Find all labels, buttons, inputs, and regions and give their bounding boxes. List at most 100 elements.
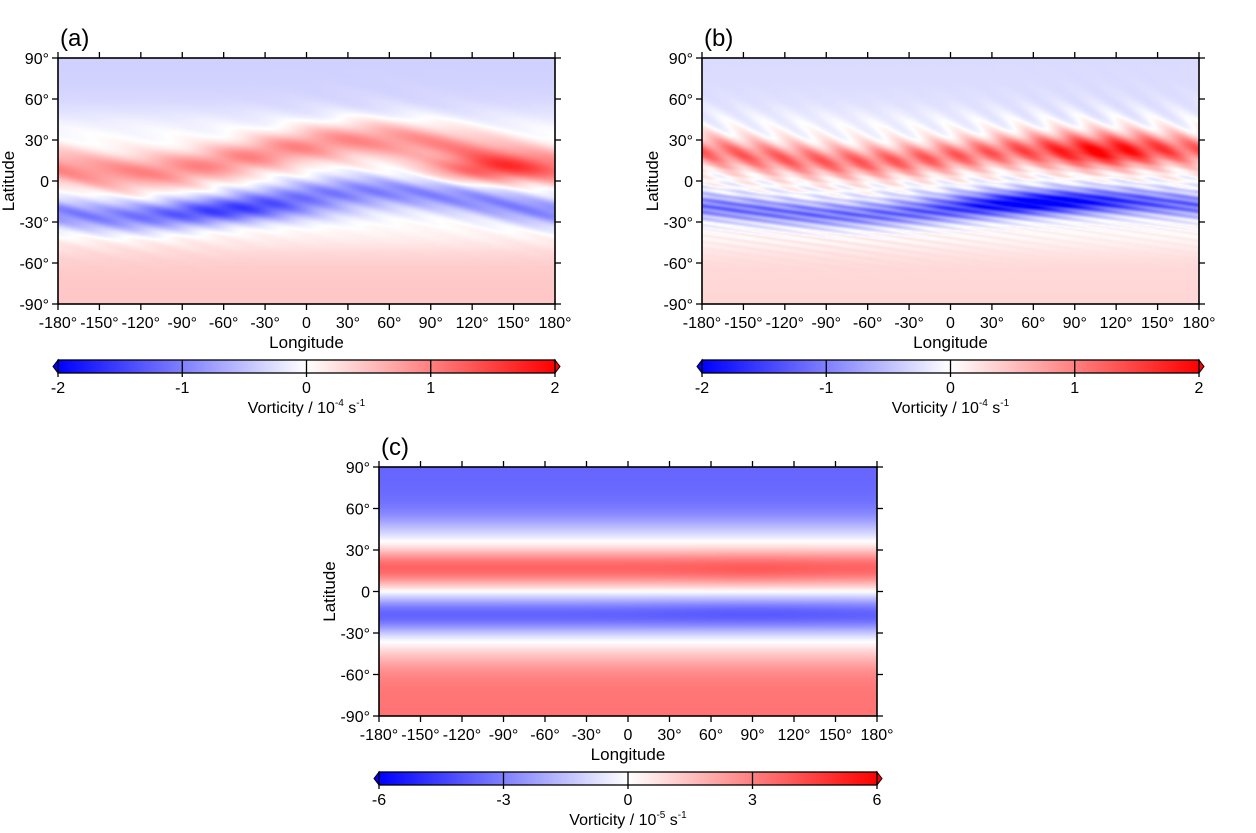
colorbar-title: Vorticity / 10-4 s-1 [248, 398, 366, 417]
x-tick-label: 0 [302, 315, 311, 332]
x-tick-label: -120° [443, 727, 481, 744]
colorbar-title: Vorticity / 10-5 s-1 [569, 810, 687, 829]
colorbar-tick-label: -2 [51, 380, 65, 397]
colorbar-title-unit-exponent: -1 [356, 398, 365, 409]
x-tick-label: 180° [860, 727, 893, 744]
colorbar-title-unit-exponent: -1 [678, 810, 687, 821]
y-tick-label: 30° [25, 133, 49, 150]
x-tick-label: -120° [766, 315, 804, 332]
x-tick-label: 60° [1021, 315, 1045, 332]
colorbar-max-extension [1198, 358, 1205, 375]
panel-label: (a) [60, 25, 89, 52]
x-tick-label: -180° [39, 315, 77, 332]
x-tick-label: 0 [946, 315, 955, 332]
y-tick-label: -90° [663, 297, 693, 314]
colorbar-tick-label: 0 [946, 380, 955, 397]
vorticity-heatmap [58, 58, 555, 304]
y-tick-label: 60° [25, 92, 49, 109]
x-axis-title: Longitude [269, 333, 344, 352]
vorticity-heatmap [379, 467, 877, 716]
x-tick-label: -150° [80, 315, 118, 332]
x-tick-label: 150° [497, 315, 530, 332]
colorbar-tick-label: 1 [1070, 380, 1079, 397]
panel-label: (c) [381, 434, 409, 461]
colorbar-tick-label: -2 [695, 380, 709, 397]
y-tick-label: -60° [663, 256, 693, 273]
x-tick-label: 30° [336, 315, 360, 332]
colorbar-title-text: Vorticity / 10 [892, 400, 979, 417]
y-tick-label: 30° [669, 133, 693, 150]
y-tick-label: -30° [19, 215, 49, 232]
x-tick-label: -60° [530, 727, 560, 744]
x-tick-label: -60° [209, 315, 239, 332]
x-tick-label: 150° [819, 727, 852, 744]
colorbar-min-extension [696, 358, 703, 375]
y-tick-label: 90° [346, 460, 370, 477]
x-axis-title: Longitude [913, 333, 988, 352]
panel-a: (a) -180° -150° -120° -90° -60° -30° 0 30° 60° 90°… [0, 25, 572, 417]
y-axis-title: Latitude [320, 561, 339, 622]
y-tick-label: -90° [340, 709, 370, 726]
x-tick-label: 30° [657, 727, 681, 744]
colorbar-title-text: Vorticity / 10 [248, 400, 335, 417]
y-tick-label: 0 [684, 174, 693, 191]
x-tick-label: -180° [360, 727, 398, 744]
colorbar-title-unit-exponent: -1 [1000, 398, 1009, 409]
y-tick-label: 0 [361, 585, 370, 602]
x-tick-label: 90° [740, 727, 764, 744]
colorbar-title: Vorticity / 10-4 s-1 [892, 398, 1010, 417]
x-tick-label: 90° [419, 315, 443, 332]
x-tick-label: -90° [167, 315, 197, 332]
colorbar-title-unit: s [665, 812, 677, 829]
x-tick-label: -150° [724, 315, 762, 332]
x-tick-label: -90° [489, 727, 519, 744]
x-tick-label: 180° [1182, 315, 1215, 332]
y-tick-label: 90° [669, 51, 693, 68]
y-axis-title: Latitude [643, 151, 662, 212]
y-tick-label: -30° [663, 215, 693, 232]
colorbar-tick-label: 1 [426, 380, 435, 397]
x-tick-label: 30° [980, 315, 1004, 332]
x-tick-label: 180° [538, 315, 571, 332]
y-axis-title: Latitude [0, 151, 18, 212]
colorbar-title-text: Vorticity / 10 [569, 812, 656, 829]
colorbar-tick-label: 2 [1195, 380, 1204, 397]
x-tick-label: -180° [683, 315, 721, 332]
x-tick-label: 60° [699, 727, 723, 744]
y-tick-label: 60° [346, 502, 370, 519]
colorbar-tick-label: 0 [624, 792, 633, 809]
x-tick-label: -30° [572, 727, 602, 744]
x-tick-label: 120° [777, 727, 810, 744]
colorbar-title-exponent: -4 [335, 398, 344, 409]
y-tick-label: -30° [340, 626, 370, 643]
x-tick-label: -30° [894, 315, 924, 332]
colorbar-tick-label: -6 [372, 792, 386, 809]
colorbar-title-unit: s [988, 400, 1000, 417]
x-tick-label: 150° [1141, 315, 1174, 332]
colorbar-title-exponent: -4 [979, 398, 988, 409]
y-tick-label: 90° [25, 51, 49, 68]
colorbar-tick-label: -3 [496, 792, 510, 809]
y-tick-label: 30° [346, 543, 370, 560]
y-tick-label: -60° [19, 256, 49, 273]
x-tick-label: 120° [1100, 315, 1133, 332]
colorbar-tick-label: 3 [748, 792, 757, 809]
x-tick-label: 120° [456, 315, 489, 332]
colorbar-tick-label: -1 [819, 380, 833, 397]
panel-label: (b) [704, 25, 733, 52]
x-tick-label: 90° [1063, 315, 1087, 332]
x-tick-label: -60° [853, 315, 883, 332]
x-tick-label: -150° [401, 727, 439, 744]
colorbar-title-exponent: -5 [656, 810, 665, 821]
x-tick-label: 60° [377, 315, 401, 332]
vorticity-heatmap [702, 58, 1199, 304]
x-tick-label: -30° [250, 315, 280, 332]
y-tick-label: 0 [40, 174, 49, 191]
panel-c: (c) -180° -150° -120° -90° -60° -30° 0 30° 60° 90°… [320, 434, 894, 829]
colorbar-tick-label: 6 [873, 792, 882, 809]
colorbar-min-extension [373, 770, 380, 787]
colorbar-title-unit: s [344, 400, 356, 417]
